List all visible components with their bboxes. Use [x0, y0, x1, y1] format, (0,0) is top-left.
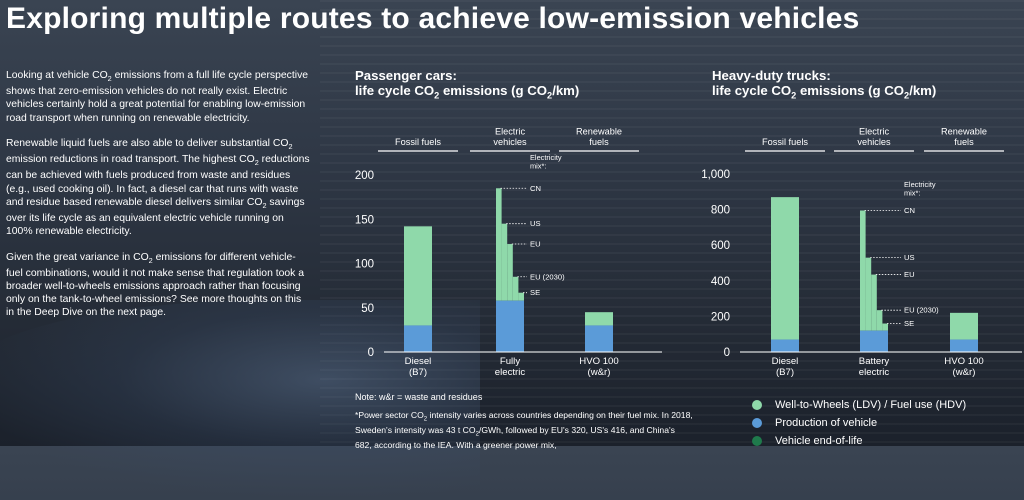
- intro-paragraph-2: Renewable liquid fuels are also able to …: [6, 137, 310, 238]
- legend-label: Well-to-Wheels (LDV) / Fuel use (HDV): [775, 399, 967, 411]
- mix-label-us: US: [904, 253, 915, 262]
- y-tick-label: 800: [711, 205, 730, 217]
- wtw-bar-step: [882, 323, 888, 331]
- mix-label-eu-2030-: EU (2030): [904, 306, 939, 315]
- background-stripes: [320, 0, 1024, 446]
- chart-title-line1: Passenger cars:: [355, 68, 457, 83]
- production-bar: [585, 325, 613, 352]
- legend: Well-to-Wheels (LDV) / Fuel use (HDV) Pr…: [752, 396, 966, 450]
- subscript: 2: [434, 90, 440, 101]
- y-tick-label: 400: [711, 276, 730, 288]
- category-label: HVO 100 (w&r): [579, 356, 618, 378]
- intro-paragraph-1: Looking at vehicle CO2 emissions from a …: [6, 70, 309, 124]
- legend-label: Vehicle end-of-life: [775, 435, 863, 447]
- electricity-mix-label: Electricity mix*:: [904, 180, 936, 198]
- wtw-bar-step: [518, 292, 524, 301]
- y-tick-label: 50: [361, 303, 374, 315]
- group-header: Renewable fuels: [941, 127, 987, 148]
- subscript: 2: [107, 74, 112, 84]
- wtw-bar-step: [507, 244, 513, 301]
- category-label: Diesel (B7): [405, 356, 432, 378]
- y-tick-label: 600: [711, 240, 730, 252]
- mix-label-cn: CN: [904, 206, 915, 215]
- mix-label-cn: CN: [530, 184, 541, 193]
- subscript: 2: [791, 90, 797, 101]
- wtw-bar-step: [501, 223, 508, 301]
- wtw-bar: [950, 312, 978, 340]
- y-tick-label: 0: [368, 347, 374, 359]
- passenger-cars-chart-title: Passenger cars: life cycle CO2 emissions…: [355, 68, 579, 104]
- mix-label-eu: EU: [530, 240, 541, 249]
- subscript: 2: [262, 200, 267, 210]
- production-bar: [771, 339, 799, 352]
- legend-item: Production of vehicle: [752, 414, 966, 432]
- mix-label-se: SE: [904, 319, 914, 328]
- group-header: Electric vehicles: [493, 127, 527, 148]
- y-tick-label: 200: [355, 170, 374, 182]
- heavy-duty-trucks-chart: 0 200 400 600 800 1,000 Fossil fuels Electric ve…: [701, 127, 1022, 378]
- wtw-bar: [404, 226, 432, 326]
- wtw-bar: [585, 312, 613, 326]
- mix-label-us: US: [530, 219, 541, 228]
- chart-title-line2: life cycle CO2 emissions (g CO2/km): [355, 83, 580, 101]
- passenger-cars-chart: 0 50 100 150 200 Fossil fuels Electric vehicles…: [355, 127, 662, 378]
- subscript: 2: [475, 431, 479, 438]
- intro-text: Looking at vehicle CO2 emissions from a …: [6, 69, 311, 332]
- legend-label: Production of vehicle: [775, 417, 878, 429]
- footnote-electricity-mix: *Power sector CO2 intensity varies acros…: [355, 410, 693, 451]
- mix-label-eu-2030-: EU (2030): [530, 272, 565, 281]
- wtw-bar-step: [496, 188, 502, 301]
- intro-paragraph-3: Given the great variance in CO2 emission…: [6, 251, 305, 319]
- wtw-bar-step: [860, 210, 866, 331]
- production-bar: [950, 339, 978, 352]
- chart-title-line1: Heavy-duty trucks:: [712, 68, 831, 83]
- production-bar: [404, 325, 432, 352]
- group-header: Electric vehicles: [857, 127, 891, 148]
- y-tick-label: 1,000: [701, 169, 730, 181]
- wtw-bar: [771, 197, 799, 340]
- page-title: Exploring multiple routes to achieve low…: [6, 2, 860, 35]
- mix-label-se: SE: [530, 288, 540, 297]
- subscript: 2: [288, 141, 293, 151]
- wtw-bar-step: [871, 274, 877, 331]
- production-bar: [860, 330, 888, 352]
- legend-item: Well-to-Wheels (LDV) / Fuel use (HDV): [752, 396, 966, 414]
- chart-title-line2: life cycle CO2 emissions (g CO2/km): [712, 83, 937, 101]
- category-label: HVO 100 (w&r): [944, 356, 983, 378]
- footnote-note: Note: w&r = waste and residues: [355, 392, 483, 402]
- wtw-bar-step: [876, 310, 883, 331]
- y-tick-label: 0: [724, 347, 730, 359]
- mix-label-eu: EU: [904, 270, 915, 279]
- subscript: 2: [148, 255, 153, 265]
- category-label: Battery electric: [859, 356, 890, 378]
- wtw-bar-step: [865, 257, 872, 331]
- electricity-mix-label: Electricity mix*:: [530, 153, 562, 171]
- subscript: 2: [423, 416, 428, 423]
- category-label: Fully electric: [495, 356, 526, 378]
- category-label: Diesel (B7): [772, 356, 799, 378]
- heavy-duty-trucks-chart-title: Heavy-duty trucks: life cycle CO2 emissi…: [712, 68, 936, 104]
- y-tick-label: 150: [355, 214, 374, 226]
- legend-dot: [752, 418, 762, 428]
- wtw-bar-step: [512, 276, 519, 301]
- legend-dot: [752, 400, 762, 410]
- group-header: Fossil fuels: [762, 137, 808, 147]
- legend-item: Vehicle end-of-life: [752, 432, 966, 450]
- subscript: 2: [254, 158, 259, 168]
- production-bar: [496, 300, 524, 352]
- y-tick-label: 100: [355, 259, 374, 271]
- subscript: 2: [547, 90, 553, 101]
- subscript: 2: [904, 90, 910, 101]
- group-header: Renewable fuels: [576, 127, 622, 148]
- legend-dot: [752, 436, 762, 446]
- group-header: Fossil fuels: [395, 137, 441, 147]
- y-tick-label: 200: [711, 311, 730, 323]
